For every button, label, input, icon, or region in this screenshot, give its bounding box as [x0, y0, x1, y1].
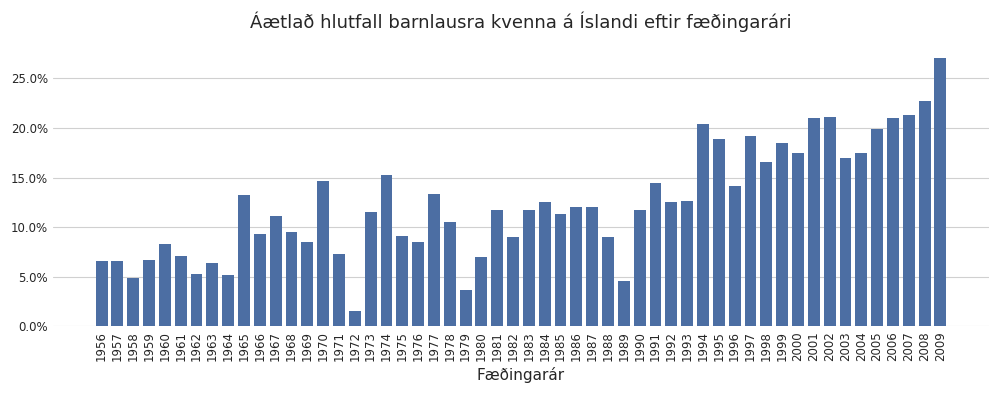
Bar [238, 195, 250, 327]
Bar [555, 214, 566, 327]
Bar [760, 162, 772, 327]
Bar [301, 242, 313, 327]
Bar [681, 201, 693, 327]
Bar [96, 261, 108, 327]
Bar [602, 237, 614, 327]
Bar [396, 236, 408, 327]
Bar [776, 143, 788, 327]
Bar [191, 274, 202, 327]
Bar [254, 234, 266, 327]
Bar [460, 290, 472, 327]
Bar [745, 136, 756, 327]
Bar [523, 210, 535, 327]
Bar [270, 216, 282, 327]
Bar [934, 58, 946, 327]
Bar [903, 115, 915, 327]
Bar [650, 182, 661, 327]
Bar [871, 129, 883, 327]
Bar [222, 275, 234, 327]
Bar [127, 278, 139, 327]
Bar [570, 207, 582, 327]
Bar [507, 237, 519, 327]
Bar [697, 124, 709, 327]
Bar [824, 117, 836, 327]
Bar [491, 210, 503, 327]
Bar [175, 256, 187, 327]
Bar [428, 193, 440, 327]
Bar [586, 207, 598, 327]
Bar [539, 203, 551, 327]
Bar [855, 153, 867, 327]
Bar [792, 153, 804, 327]
Bar [919, 101, 931, 327]
Bar [365, 212, 377, 327]
Bar [808, 118, 820, 327]
Bar [349, 310, 361, 327]
Bar [729, 186, 741, 327]
Bar [887, 118, 899, 327]
Bar [444, 222, 456, 327]
Bar [206, 263, 218, 327]
Bar [143, 260, 155, 327]
Bar [381, 175, 392, 327]
Bar [317, 180, 329, 327]
Bar [111, 261, 123, 327]
Bar [665, 203, 677, 327]
Bar [333, 254, 345, 327]
Bar [475, 257, 487, 327]
Bar [159, 244, 171, 327]
Bar [618, 281, 630, 327]
Bar [634, 210, 646, 327]
Bar [286, 232, 297, 327]
X-axis label: Fæðingarár: Fæðingarár [477, 367, 565, 383]
Bar [840, 158, 851, 327]
Bar [412, 242, 424, 327]
Title: Áætlað hlutfall barnlausra kvenna á Íslandi eftir fæðingarári: Áætlað hlutfall barnlausra kvenna á Ísla… [250, 11, 792, 32]
Bar [713, 139, 725, 327]
